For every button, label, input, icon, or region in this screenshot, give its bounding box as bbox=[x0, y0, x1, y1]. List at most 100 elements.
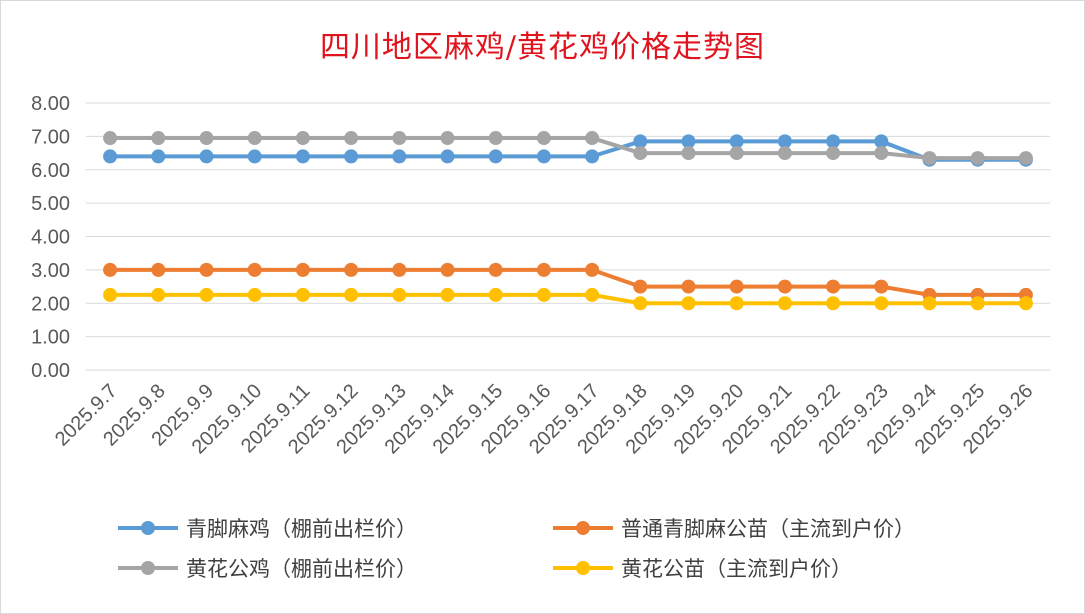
series-layer bbox=[103, 131, 1033, 311]
data-point bbox=[295, 131, 310, 146]
y-tick-label: 0.00 bbox=[31, 360, 70, 382]
data-point bbox=[392, 262, 407, 277]
data-point bbox=[295, 149, 310, 164]
legend: 青脚麻鸡（棚前出栏价） 普通青脚麻公苗（主流到户价） 黄花公鸡（棚前出栏价） 黄花公苗… bbox=[118, 517, 915, 581]
data-point bbox=[103, 262, 118, 277]
data-point bbox=[440, 149, 455, 164]
data-point bbox=[103, 131, 118, 146]
data-point bbox=[392, 287, 407, 302]
data-point bbox=[392, 131, 407, 146]
data-point bbox=[681, 279, 696, 294]
data-point bbox=[151, 149, 166, 164]
data-point bbox=[488, 262, 503, 277]
legend-label: 普通青脚麻公苗（主流到户价） bbox=[621, 517, 915, 541]
series-line bbox=[110, 139, 1026, 162]
data-point bbox=[199, 131, 214, 146]
y-tick-label: 6.00 bbox=[31, 160, 70, 182]
data-point bbox=[344, 149, 359, 164]
data-point bbox=[247, 287, 262, 302]
data-point bbox=[777, 296, 792, 311]
x-axis-ticks: 2025.9.72025.9.82025.9.92025.9.102025.9.… bbox=[51, 380, 1037, 458]
data-point bbox=[585, 131, 600, 146]
series-line bbox=[110, 267, 1026, 297]
series-3 bbox=[103, 131, 1033, 166]
data-point bbox=[536, 131, 551, 146]
legend-label: 青脚麻鸡（棚前出栏价） bbox=[186, 517, 417, 541]
data-point bbox=[729, 279, 744, 294]
data-point bbox=[536, 262, 551, 277]
legend-item: 黄花公鸡（棚前出栏价） bbox=[118, 557, 417, 581]
data-point bbox=[247, 149, 262, 164]
data-point bbox=[199, 262, 214, 277]
data-point bbox=[777, 146, 792, 161]
data-point bbox=[488, 149, 503, 164]
series-line bbox=[110, 136, 1026, 161]
legend-marker bbox=[141, 521, 155, 535]
legend-label: 黄花公苗（主流到户价） bbox=[621, 557, 852, 581]
data-point bbox=[681, 296, 696, 311]
data-point bbox=[247, 262, 262, 277]
data-point bbox=[826, 279, 841, 294]
chart-title: 四川地区麻鸡/黄花鸡价格走势图 bbox=[319, 30, 766, 65]
y-tick-label: 1.00 bbox=[31, 327, 70, 349]
y-tick-label: 7.00 bbox=[31, 126, 70, 148]
data-point bbox=[922, 296, 937, 311]
data-point bbox=[585, 287, 600, 302]
data-point bbox=[826, 134, 841, 149]
data-point bbox=[729, 146, 744, 161]
data-point bbox=[440, 262, 455, 277]
y-axis-ticks: 0.00 1.00 2.00 3.00 4.00 5.00 6.00 7.00 8.00 bbox=[31, 93, 70, 382]
data-point bbox=[585, 262, 600, 277]
data-point bbox=[922, 151, 937, 166]
data-point bbox=[826, 146, 841, 161]
y-tick-label: 2.00 bbox=[31, 293, 70, 315]
data-point bbox=[633, 279, 648, 294]
data-point bbox=[536, 287, 551, 302]
data-point bbox=[633, 296, 648, 311]
legend-item: 青脚麻鸡（棚前出栏价） bbox=[118, 517, 417, 541]
grid-lines bbox=[86, 102, 1050, 371]
data-point bbox=[826, 296, 841, 311]
data-point bbox=[729, 134, 744, 149]
y-tick-label: 4.00 bbox=[31, 227, 70, 249]
legend-label: 黄花公鸡（棚前出栏价） bbox=[186, 557, 417, 581]
data-point bbox=[295, 287, 310, 302]
data-point bbox=[199, 149, 214, 164]
data-point bbox=[874, 134, 889, 149]
y-tick-label: 5.00 bbox=[31, 193, 70, 215]
data-point bbox=[247, 131, 262, 146]
series-line bbox=[110, 292, 1026, 306]
data-point bbox=[151, 131, 166, 146]
data-point bbox=[344, 287, 359, 302]
legend-item: 黄花公苗（主流到户价） bbox=[553, 557, 852, 581]
data-point bbox=[633, 146, 648, 161]
data-point bbox=[536, 149, 551, 164]
series-2 bbox=[103, 262, 1033, 302]
data-point bbox=[1018, 296, 1033, 311]
data-point bbox=[103, 287, 118, 302]
legend-marker bbox=[576, 561, 590, 575]
legend-item: 普通青脚麻公苗（主流到户价） bbox=[553, 517, 915, 541]
data-point bbox=[103, 149, 118, 164]
data-point bbox=[874, 296, 889, 311]
data-point bbox=[777, 279, 792, 294]
data-point bbox=[440, 131, 455, 146]
data-point bbox=[777, 134, 792, 149]
data-point bbox=[970, 296, 985, 311]
data-point bbox=[1018, 151, 1033, 166]
y-tick-label: 8.00 bbox=[31, 93, 70, 115]
data-point bbox=[199, 287, 214, 302]
data-point bbox=[440, 287, 455, 302]
data-point bbox=[344, 262, 359, 277]
legend-marker bbox=[141, 561, 155, 575]
data-point bbox=[344, 131, 359, 146]
data-point bbox=[392, 149, 407, 164]
data-point bbox=[874, 146, 889, 161]
data-point bbox=[681, 146, 696, 161]
data-point bbox=[874, 279, 889, 294]
data-point bbox=[585, 149, 600, 164]
data-point bbox=[681, 134, 696, 149]
data-point bbox=[729, 296, 744, 311]
